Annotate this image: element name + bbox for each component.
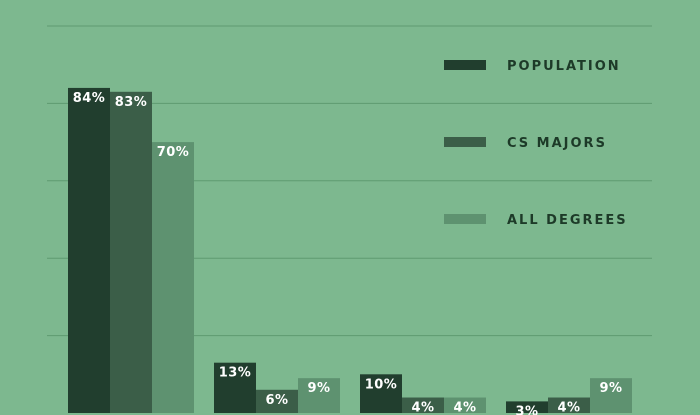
bar-cs-majors-3 xyxy=(548,397,590,413)
data-label: 13% xyxy=(219,366,252,381)
bar-all-degrees-3 xyxy=(590,378,632,413)
bar-cs-majors-0 xyxy=(110,91,152,413)
legend-swatch xyxy=(444,137,486,147)
data-label: 70% xyxy=(157,145,190,160)
data-label: 4% xyxy=(557,401,580,415)
bar-cs-majors-1 xyxy=(256,389,298,413)
data-label: 83% xyxy=(115,95,148,110)
data-labels: 84% 83% 70% 13% 6% 9% 10% 4% 4% 3% 4% 9% xyxy=(73,91,622,415)
bar-all-degrees-1 xyxy=(298,378,340,413)
bar-population-1 xyxy=(214,362,256,413)
legend-label: CS MAJORS xyxy=(507,136,607,151)
legend-label: ALL DEGREES xyxy=(507,213,628,228)
data-label: 4% xyxy=(411,401,434,415)
data-label: 6% xyxy=(265,393,288,408)
bar-population-2 xyxy=(360,374,402,413)
legend-swatch xyxy=(444,214,486,224)
bar-all-degrees-0 xyxy=(152,142,194,413)
bars xyxy=(68,87,632,414)
legend-label: POPULATION xyxy=(507,59,621,74)
bar-population-3 xyxy=(506,401,548,413)
bar-population-0 xyxy=(68,87,110,414)
data-label: 3% xyxy=(515,404,538,415)
data-label: 4% xyxy=(453,401,476,415)
bar-all-degrees-2 xyxy=(444,397,486,413)
data-label: 10% xyxy=(365,377,398,392)
data-label: 84% xyxy=(73,91,106,106)
legend: POPULATION CS MAJORS ALL DEGREES xyxy=(444,59,628,228)
bar-cs-majors-2 xyxy=(402,397,444,413)
data-label: 9% xyxy=(599,381,622,396)
data-label: 9% xyxy=(307,381,330,396)
legend-swatch xyxy=(444,60,486,70)
